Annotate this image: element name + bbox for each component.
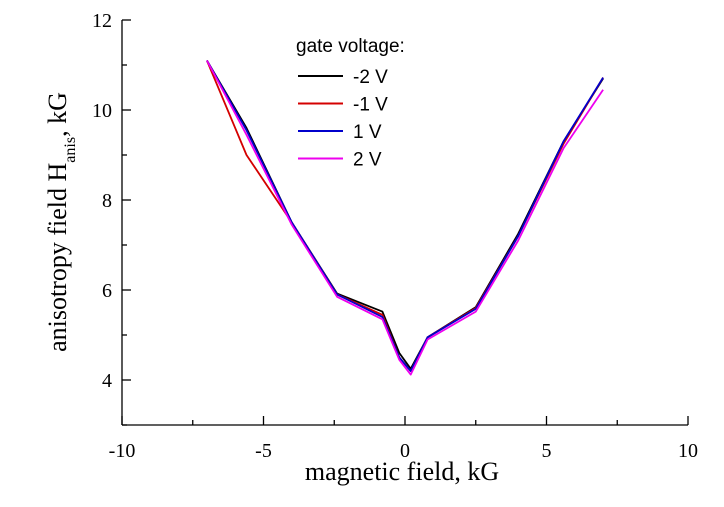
y-tick-label: 12 bbox=[92, 10, 112, 32]
y-axis-title: anisotropy field Hanis, kG bbox=[43, 92, 79, 352]
y-tick-label: 8 bbox=[102, 190, 112, 212]
legend-label: -2 V bbox=[353, 67, 388, 88]
series-line bbox=[206, 60, 604, 372]
legend-label: -1 V bbox=[353, 95, 388, 116]
y-tick-label: 4 bbox=[102, 370, 112, 392]
y-tick-label: 10 bbox=[92, 100, 112, 122]
series-line bbox=[206, 60, 604, 370]
legend-title: gate voltage: bbox=[296, 36, 405, 57]
x-tick-label: 10 bbox=[678, 440, 698, 462]
x-tick-label: 0 bbox=[400, 440, 410, 462]
legend: gate voltage: -2 V -1 V 1 V 2 V bbox=[296, 36, 405, 171]
x-tick-label: -10 bbox=[109, 440, 136, 462]
legend-label: 2 V bbox=[353, 150, 382, 171]
y-axis-title-subscript: anis bbox=[62, 137, 79, 163]
y-ticks: 4 6 8 10 12 bbox=[92, 10, 131, 426]
legend-label: 1 V bbox=[353, 122, 382, 143]
x-tick-label: -5 bbox=[255, 440, 272, 462]
y-axis-title-suffix: , kG bbox=[43, 92, 72, 137]
x-ticks: -10 -5 0 5 10 bbox=[109, 416, 698, 462]
y-tick-label: 6 bbox=[102, 280, 112, 302]
x-axis-title: magnetic field, kG bbox=[305, 457, 499, 486]
x-tick-label: 5 bbox=[542, 440, 552, 462]
series-line bbox=[206, 60, 604, 376]
series-line bbox=[206, 60, 604, 372]
y-axis-title-main: anisotropy field H bbox=[43, 162, 72, 351]
series-lines bbox=[206, 60, 604, 376]
